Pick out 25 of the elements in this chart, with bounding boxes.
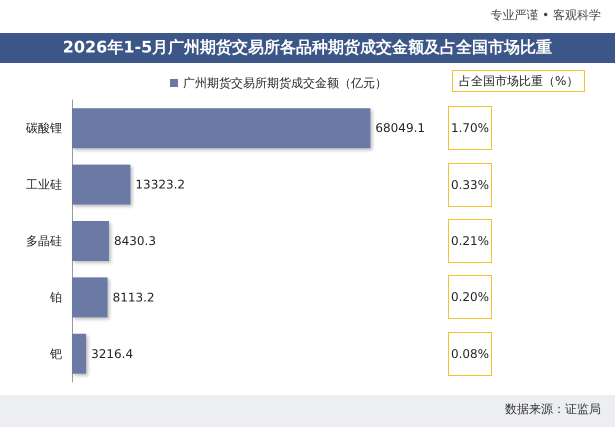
chart-title: 2026年1-5月广州期货交易所各品种期货成交金额及占全国市场比重 xyxy=(62,38,552,56)
text: 0.21% xyxy=(448,219,492,263)
bar xyxy=(72,334,86,374)
text: 占全国市场比重（%） xyxy=(452,70,586,92)
legend-label: 广州期货交易所期货成交金额（亿元） xyxy=(183,76,387,90)
y-tick-label: 钯 xyxy=(49,346,62,361)
data-label: 8430.3 xyxy=(114,234,156,248)
bar xyxy=(72,108,370,148)
text: 0.33% xyxy=(448,162,492,207)
bar xyxy=(72,277,108,318)
y-tick-label: 碳酸锂 xyxy=(25,121,62,136)
text: 0.20% xyxy=(448,275,492,320)
bar xyxy=(72,164,130,205)
data-label: 68049.1 xyxy=(375,121,426,136)
y-tick-label: 工业硅 xyxy=(26,178,62,192)
data-label: 3216.4 xyxy=(91,346,134,361)
text: 专业严谨 • 客观科学 xyxy=(490,8,602,22)
data-label: 8113.2 xyxy=(112,290,155,304)
text: 1.70% xyxy=(448,106,492,150)
text: 0.08% xyxy=(448,332,492,376)
data-label: 13323.2 xyxy=(135,178,186,192)
y-tick-label: 多晶硅 xyxy=(26,234,62,248)
y-tick-label: 铂 xyxy=(49,290,62,304)
source-note: 数据来源：证监局 xyxy=(505,402,601,416)
bar xyxy=(72,221,109,261)
